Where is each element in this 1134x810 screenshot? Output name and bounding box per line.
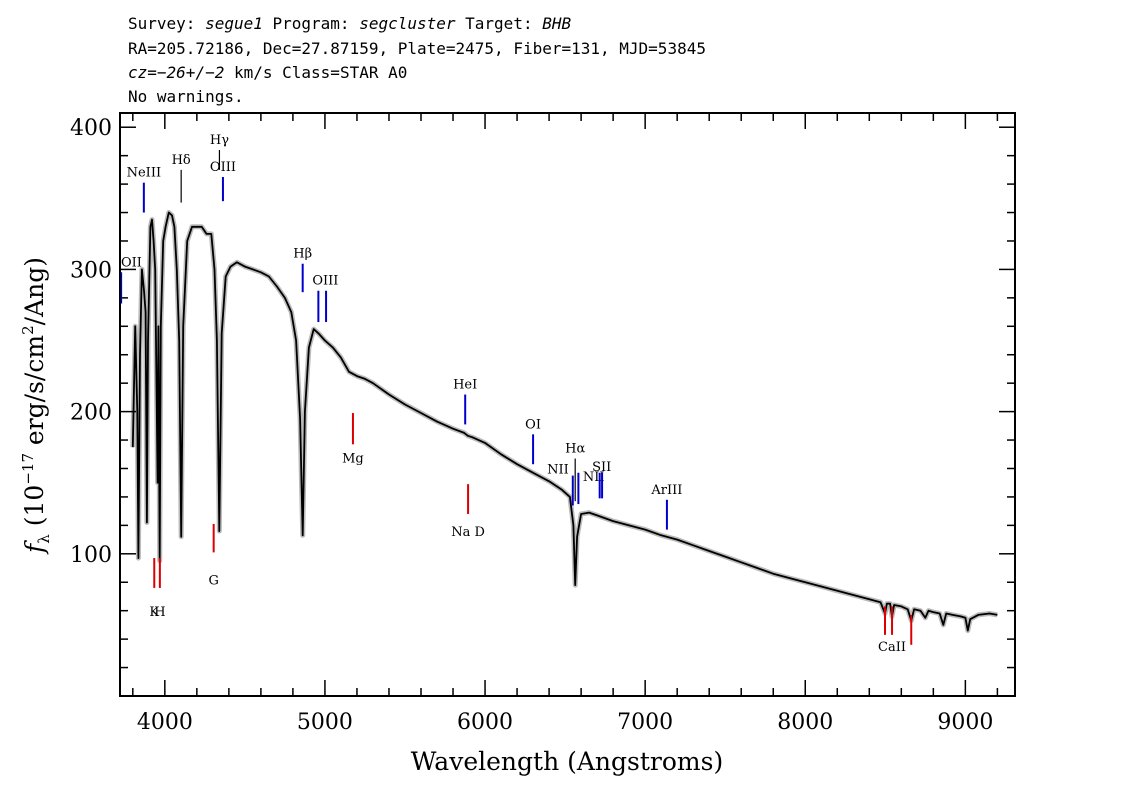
line-label: OIII <box>210 160 236 175</box>
plot-frame <box>119 112 1016 697</box>
svg-text:fλ (10−17 erg/s/cm2/Ang): fλ (10−17 erg/s/cm2/Ang) <box>19 257 53 555</box>
header-line-1: Survey: segue1 Program: segcluster Targe… <box>128 14 571 33</box>
line-label: NII <box>547 463 569 478</box>
y-tick-label: 300 <box>70 258 112 283</box>
x-tick-label: 8000 <box>777 710 833 735</box>
line-label: H <box>154 605 165 620</box>
line-label: OI <box>525 417 541 432</box>
line-label: Hα <box>565 442 585 457</box>
line-label: OII <box>121 255 142 270</box>
line-markers: OIINeIIIHδHγOIIIHβOIIIHeIOINIIHαNIISIIAr… <box>120 133 913 655</box>
x-axis-title: Wavelength (Angstroms) <box>411 747 723 776</box>
line-label: Hγ <box>210 133 229 148</box>
y-tick-label: 400 <box>70 116 112 141</box>
line-label: ArIII <box>650 483 682 498</box>
line-label: K <box>149 605 159 620</box>
flux-error-band <box>130 210 998 634</box>
line-label: Mg <box>342 451 364 466</box>
header-line-2: RA=205.72186, Dec=27.87159, Plate=2475, … <box>128 39 706 58</box>
y-axis-title: fλ (10−17 erg/s/cm2/Ang) <box>19 257 53 555</box>
x-tick-label: 5000 <box>297 710 353 735</box>
header-line-4: No warnings. <box>128 87 244 106</box>
x-tick-label: 9000 <box>937 710 993 735</box>
line-label: G <box>208 573 218 588</box>
header-line-3: cz=−26+/−2 km/s Class=STAR A0 <box>128 63 407 82</box>
plot-area <box>130 210 998 634</box>
x-tick-label: 7000 <box>617 710 673 735</box>
x-tick-label: 6000 <box>457 710 513 735</box>
line-label: HeI <box>453 378 477 393</box>
y-tick-label: 100 <box>70 543 112 568</box>
axis-ticks: 4000 5000 6000 7000 8000 9000 100 200 300 400 <box>70 113 1015 735</box>
y-tick-label: 200 <box>70 401 112 426</box>
line-label: SII <box>592 460 611 475</box>
x-tick-label: 4000 <box>137 710 193 735</box>
line-label: Hδ <box>172 153 191 168</box>
line-label: NeIII <box>127 166 161 181</box>
flux-series-line <box>131 211 998 632</box>
line-label: CaII <box>878 640 906 655</box>
line-label: NII <box>583 470 605 485</box>
line-label: OIII <box>312 274 338 289</box>
line-label: Hβ <box>293 247 312 262</box>
line-label: Na D <box>451 525 485 540</box>
